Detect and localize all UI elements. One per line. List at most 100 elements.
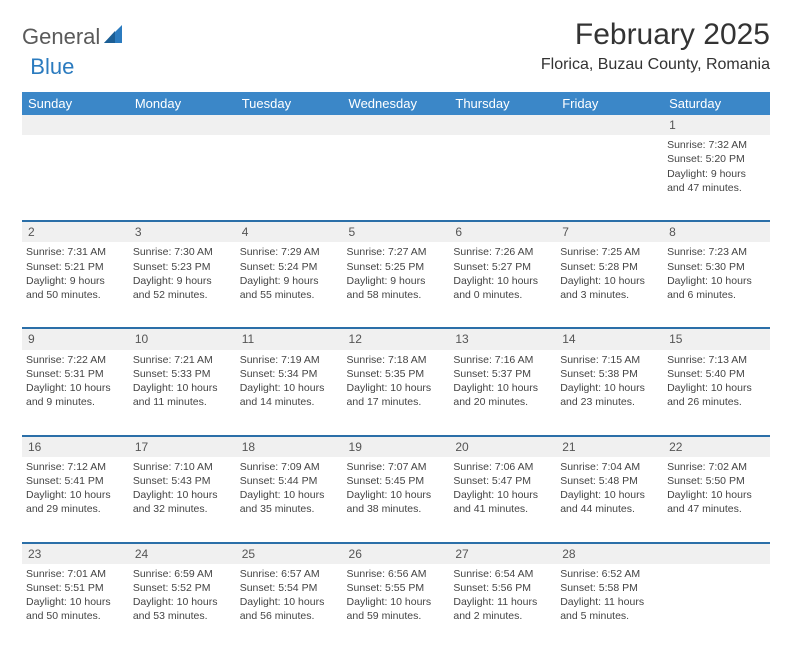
logo: General xyxy=(22,24,128,50)
day-number xyxy=(449,115,556,135)
sunrise-line: Sunrise: 7:23 AM xyxy=(667,245,766,259)
daylight-line: Daylight: 10 hours and 44 minutes. xyxy=(560,488,659,516)
day-content-row: Sunrise: 7:12 AMSunset: 5:41 PMDaylight:… xyxy=(22,457,770,543)
sunset-line: Sunset: 5:31 PM xyxy=(26,367,125,381)
daylight-line: Daylight: 10 hours and 29 minutes. xyxy=(26,488,125,516)
day-cell: Sunrise: 7:19 AMSunset: 5:34 PMDaylight:… xyxy=(236,350,343,436)
sunrise-line: Sunrise: 6:59 AM xyxy=(133,567,232,581)
day-number: 6 xyxy=(449,221,556,242)
sunset-line: Sunset: 5:44 PM xyxy=(240,474,339,488)
daylight-line: Daylight: 10 hours and 56 minutes. xyxy=(240,595,339,623)
daylight-line: Daylight: 10 hours and 14 minutes. xyxy=(240,381,339,409)
day-number: 2 xyxy=(22,221,129,242)
day-number: 26 xyxy=(343,543,450,564)
day-number: 14 xyxy=(556,328,663,349)
day-number: 25 xyxy=(236,543,343,564)
day-content-row: Sunrise: 7:31 AMSunset: 5:21 PMDaylight:… xyxy=(22,242,770,328)
day-cell xyxy=(236,135,343,221)
day-number xyxy=(129,115,236,135)
day-content-row: Sunrise: 7:32 AMSunset: 5:20 PMDaylight:… xyxy=(22,135,770,221)
sunrise-line: Sunrise: 7:26 AM xyxy=(453,245,552,259)
weekday-header: Monday xyxy=(129,92,236,115)
sunrise-line: Sunrise: 7:01 AM xyxy=(26,567,125,581)
sunset-line: Sunset: 5:50 PM xyxy=(667,474,766,488)
day-cell: Sunrise: 7:09 AMSunset: 5:44 PMDaylight:… xyxy=(236,457,343,543)
day-number: 17 xyxy=(129,436,236,457)
sunset-line: Sunset: 5:38 PM xyxy=(560,367,659,381)
logo-part2: Blue xyxy=(30,54,74,80)
sunset-line: Sunset: 5:20 PM xyxy=(667,152,766,166)
day-cell: Sunrise: 7:32 AMSunset: 5:20 PMDaylight:… xyxy=(663,135,770,221)
day-cell: Sunrise: 7:12 AMSunset: 5:41 PMDaylight:… xyxy=(22,457,129,543)
sunrise-line: Sunrise: 7:27 AM xyxy=(347,245,446,259)
sunrise-line: Sunrise: 7:13 AM xyxy=(667,353,766,367)
day-cell: Sunrise: 7:22 AMSunset: 5:31 PMDaylight:… xyxy=(22,350,129,436)
day-number xyxy=(22,115,129,135)
day-cell: Sunrise: 6:57 AMSunset: 5:54 PMDaylight:… xyxy=(236,564,343,650)
day-cell: Sunrise: 7:06 AMSunset: 5:47 PMDaylight:… xyxy=(449,457,556,543)
day-cell: Sunrise: 7:31 AMSunset: 5:21 PMDaylight:… xyxy=(22,242,129,328)
sunrise-line: Sunrise: 7:25 AM xyxy=(560,245,659,259)
day-number: 5 xyxy=(343,221,450,242)
sunset-line: Sunset: 5:23 PM xyxy=(133,260,232,274)
day-cell: Sunrise: 7:10 AMSunset: 5:43 PMDaylight:… xyxy=(129,457,236,543)
day-cell: Sunrise: 7:26 AMSunset: 5:27 PMDaylight:… xyxy=(449,242,556,328)
weekday-header: Friday xyxy=(556,92,663,115)
sunrise-line: Sunrise: 7:31 AM xyxy=(26,245,125,259)
daylight-line: Daylight: 9 hours and 58 minutes. xyxy=(347,274,446,302)
day-cell: Sunrise: 7:23 AMSunset: 5:30 PMDaylight:… xyxy=(663,242,770,328)
day-number xyxy=(556,115,663,135)
sunrise-line: Sunrise: 7:29 AM xyxy=(240,245,339,259)
day-cell xyxy=(449,135,556,221)
day-cell: Sunrise: 7:29 AMSunset: 5:24 PMDaylight:… xyxy=(236,242,343,328)
sunset-line: Sunset: 5:21 PM xyxy=(26,260,125,274)
day-cell: Sunrise: 7:04 AMSunset: 5:48 PMDaylight:… xyxy=(556,457,663,543)
weekday-header: Tuesday xyxy=(236,92,343,115)
daylight-line: Daylight: 9 hours and 50 minutes. xyxy=(26,274,125,302)
daylight-line: Daylight: 10 hours and 23 minutes. xyxy=(560,381,659,409)
daylight-line: Daylight: 10 hours and 53 minutes. xyxy=(133,595,232,623)
sunset-line: Sunset: 5:58 PM xyxy=(560,581,659,595)
day-number: 27 xyxy=(449,543,556,564)
sunrise-line: Sunrise: 7:16 AM xyxy=(453,353,552,367)
day-number xyxy=(663,543,770,564)
day-number: 15 xyxy=(663,328,770,349)
sunset-line: Sunset: 5:54 PM xyxy=(240,581,339,595)
sunset-line: Sunset: 5:51 PM xyxy=(26,581,125,595)
weekday-header: Saturday xyxy=(663,92,770,115)
day-cell xyxy=(663,564,770,650)
day-cell: Sunrise: 7:16 AMSunset: 5:37 PMDaylight:… xyxy=(449,350,556,436)
day-cell: Sunrise: 7:02 AMSunset: 5:50 PMDaylight:… xyxy=(663,457,770,543)
day-cell: Sunrise: 7:18 AMSunset: 5:35 PMDaylight:… xyxy=(343,350,450,436)
sunrise-line: Sunrise: 7:22 AM xyxy=(26,353,125,367)
daynum-row: 9101112131415 xyxy=(22,328,770,349)
sunset-line: Sunset: 5:43 PM xyxy=(133,474,232,488)
logo-sail-icon xyxy=(104,25,126,50)
day-cell: Sunrise: 7:30 AMSunset: 5:23 PMDaylight:… xyxy=(129,242,236,328)
day-number: 20 xyxy=(449,436,556,457)
day-number: 22 xyxy=(663,436,770,457)
calendar-table: SundayMondayTuesdayWednesdayThursdayFrid… xyxy=(22,92,770,650)
sunrise-line: Sunrise: 7:15 AM xyxy=(560,353,659,367)
logo-part1: General xyxy=(22,24,100,50)
weekday-header-row: SundayMondayTuesdayWednesdayThursdayFrid… xyxy=(22,92,770,115)
sunrise-line: Sunrise: 7:18 AM xyxy=(347,353,446,367)
sunrise-line: Sunrise: 7:10 AM xyxy=(133,460,232,474)
title-block: February 2025 Florica, Buzau County, Rom… xyxy=(541,18,770,74)
daylight-line: Daylight: 10 hours and 0 minutes. xyxy=(453,274,552,302)
daylight-line: Daylight: 10 hours and 41 minutes. xyxy=(453,488,552,516)
daylight-line: Daylight: 9 hours and 47 minutes. xyxy=(667,167,766,195)
location: Florica, Buzau County, Romania xyxy=(541,56,770,74)
day-cell xyxy=(129,135,236,221)
day-cell: Sunrise: 7:07 AMSunset: 5:45 PMDaylight:… xyxy=(343,457,450,543)
sunrise-line: Sunrise: 6:54 AM xyxy=(453,567,552,581)
sunset-line: Sunset: 5:30 PM xyxy=(667,260,766,274)
day-number: 16 xyxy=(22,436,129,457)
day-cell: Sunrise: 7:15 AMSunset: 5:38 PMDaylight:… xyxy=(556,350,663,436)
day-number: 10 xyxy=(129,328,236,349)
sunrise-line: Sunrise: 7:02 AM xyxy=(667,460,766,474)
sunset-line: Sunset: 5:33 PM xyxy=(133,367,232,381)
day-cell: Sunrise: 7:13 AMSunset: 5:40 PMDaylight:… xyxy=(663,350,770,436)
weekday-header: Wednesday xyxy=(343,92,450,115)
day-number: 8 xyxy=(663,221,770,242)
